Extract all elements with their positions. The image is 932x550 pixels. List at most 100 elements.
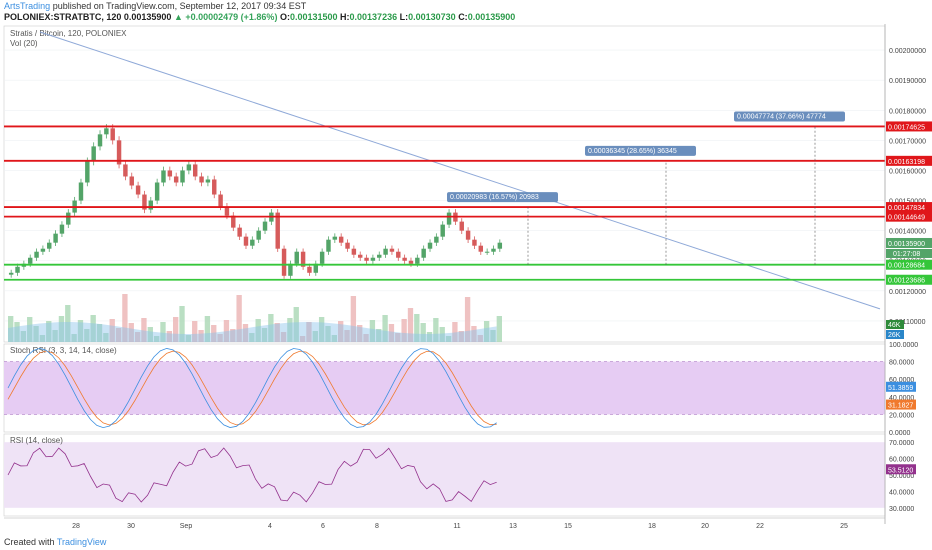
- volume-bar: [96, 324, 103, 342]
- volume-bar: [382, 315, 388, 342]
- candle-body: [288, 263, 293, 276]
- rsi-tick: 50.0000: [889, 473, 914, 480]
- rsi-label: RSI (14, close): [10, 436, 63, 445]
- measure-box: [734, 111, 845, 122]
- volume-bar: [141, 318, 147, 342]
- measure-label: 0.00047774 (37.66%) 47774: [737, 113, 826, 120]
- volume-bar: [46, 321, 52, 342]
- rsi-tick: 60.0000: [889, 457, 914, 464]
- price-pane-frame: [3, 25, 886, 343]
- volume-badge-1: [886, 320, 904, 329]
- volume-bar: [274, 323, 280, 342]
- countdown-badge: [886, 248, 932, 258]
- measure-box: [585, 145, 696, 156]
- candle-body: [47, 242, 52, 249]
- published-text: published on TradingView.com, September …: [52, 1, 307, 11]
- volume-bar: [153, 336, 160, 342]
- volume-badge-2-text: 26K: [888, 332, 901, 339]
- candle-body: [351, 248, 357, 255]
- volume-bar: [14, 322, 20, 342]
- candle-body: [27, 257, 33, 264]
- candle-body: [59, 224, 65, 234]
- candle-body: [465, 230, 471, 240]
- volume-bar: [77, 320, 84, 342]
- footer: Created with TradingView: [0, 534, 932, 550]
- volume-bar: [369, 320, 376, 342]
- time-tick-label: 18: [648, 523, 656, 530]
- volume-bar: [173, 317, 179, 342]
- volume-bar: [464, 297, 471, 342]
- volume-bar: [357, 325, 363, 342]
- price-tick-label: 0.00140000: [889, 229, 926, 236]
- stoch-k-badge: [886, 381, 916, 392]
- volume-bar: [211, 325, 217, 342]
- volume-bar: [242, 324, 249, 342]
- candle-body: [256, 230, 261, 240]
- candle-body: [345, 242, 350, 249]
- candle-body: [154, 182, 160, 201]
- volume-bar: [325, 326, 331, 342]
- volume-bar: [293, 307, 299, 342]
- author-link[interactable]: ArtsTrading: [4, 1, 51, 11]
- measure-label: 0.00020983 (16.57%) 20983: [450, 194, 539, 201]
- volume-bar: [166, 331, 172, 342]
- volume-bar: [204, 316, 211, 342]
- time-tick-label: 20: [701, 523, 709, 530]
- symbol-label: POLONIEX:STRATBTC, 120: [4, 12, 122, 22]
- candle-body: [326, 239, 331, 252]
- candle-body: [104, 128, 109, 135]
- candle-body: [205, 179, 211, 183]
- candle-body: [110, 128, 115, 141]
- candle-body: [135, 185, 141, 195]
- candle-body: [357, 254, 363, 258]
- tradingview-logo[interactable]: TradingView: [56, 537, 107, 547]
- candle-body: [85, 161, 90, 183]
- measure-label: 0.00036345 (28.65%) 36345: [588, 148, 677, 155]
- candle-body: [142, 194, 147, 210]
- candle-body: [15, 266, 20, 273]
- stoch-tick: 100.0000: [889, 342, 918, 349]
- candle-body: [370, 257, 376, 261]
- time-tick-label: 11: [453, 523, 460, 530]
- candle-body: [427, 242, 433, 249]
- candle-body: [491, 248, 496, 252]
- volume-bar: [236, 295, 242, 342]
- volume-bar: [109, 319, 115, 342]
- stoch-k-line: [7, 347, 497, 429]
- candle-body: [262, 221, 268, 231]
- stoch-k-value: 51.3859: [888, 385, 913, 392]
- volume-bar: [363, 334, 369, 342]
- candle-body: [294, 251, 299, 264]
- candle-body: [275, 212, 280, 249]
- price-tick-label: 0.00180000: [889, 108, 926, 115]
- candle-body: [186, 164, 192, 171]
- volume-bar: [217, 334, 223, 342]
- candle-body: [408, 260, 414, 264]
- candle-body: [8, 272, 14, 275]
- candle-body: [40, 248, 46, 252]
- resistance-badge: [886, 121, 932, 132]
- candle-body: [364, 257, 369, 261]
- volume-bar: [71, 334, 77, 342]
- volume-bar: [39, 335, 46, 342]
- price-tick-label: 0.00160000: [889, 168, 926, 175]
- created-with-text: Created with: [4, 537, 55, 547]
- low-value: 0.00130730: [408, 12, 456, 22]
- volume-bar: [312, 331, 318, 342]
- stoch-rsi-pane: Stoch RSI (3, 3, 14, 14, close) 100.0000 8…: [3, 342, 918, 437]
- candle-body: [237, 227, 242, 237]
- rsi-tick: 40.0000: [889, 489, 914, 496]
- candle-body: [91, 146, 96, 162]
- candle-body: [478, 245, 484, 252]
- stoch-tick: 80.0000: [889, 360, 914, 367]
- candle-body: [300, 251, 306, 267]
- rsi-tick: 70.0000: [889, 440, 914, 447]
- volume-bar: [471, 326, 477, 342]
- volume-bar: [249, 333, 255, 342]
- candle-body: [472, 239, 477, 246]
- volume-bar: [452, 322, 458, 342]
- volume-bar: [395, 333, 401, 342]
- volume-bar: [58, 316, 65, 342]
- volume-bar: [477, 335, 483, 342]
